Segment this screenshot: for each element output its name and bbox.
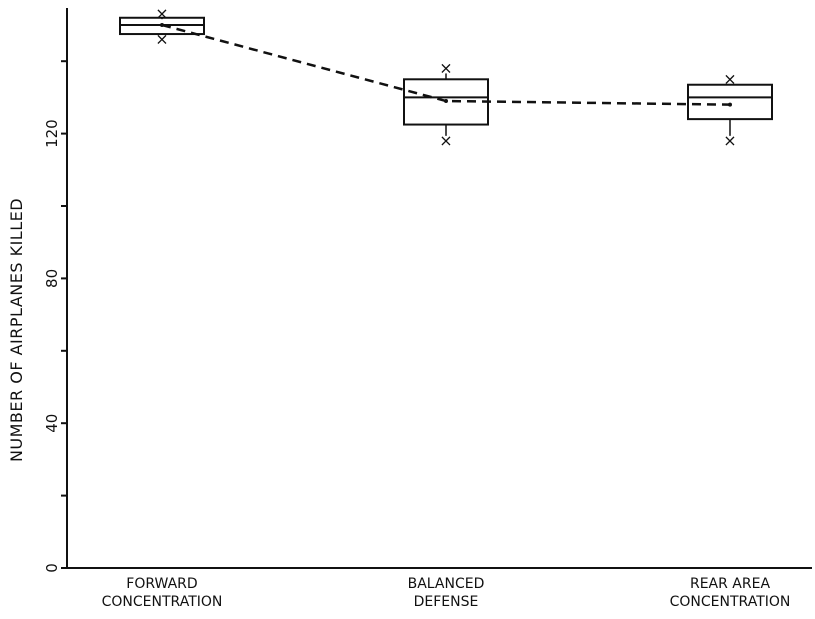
plot-area: ×××××× [119,4,773,150]
y-axis-label: NUMBER OF AIRPLANES KILLED [7,198,26,462]
axes [66,8,812,569]
min-marker: × [155,29,168,48]
y-ticks: 0 40 80 120 [43,60,67,573]
min-marker: × [723,131,736,150]
x-category-label: BALANCED [408,576,485,592]
y-tick-label: 120 [43,119,61,148]
max-marker: × [723,69,736,88]
box [687,83,773,121]
x-category-label: CONCENTRATION [102,594,223,610]
max-marker: × [155,4,168,23]
y-tick-label: 0 [43,563,61,573]
box-group: ×× [403,58,489,150]
x-category-label: FORWARD [126,576,197,592]
box-group: ×× [687,69,773,150]
x-category-label: REAR AREA [690,576,770,592]
mean-connecting-line [161,23,731,106]
x-category-label: CONCENTRATION [670,594,791,610]
box-group: ×× [119,4,205,48]
y-tick-label: 80 [43,269,61,288]
min-marker: × [439,131,452,150]
x-category-label: DEFENSE [414,594,479,610]
max-marker: × [439,58,452,77]
y-tick-label: 40 [43,414,61,433]
x-category-labels: FORWARD CONCENTRATION BALANCED DEFENSE REAR … [102,576,791,610]
